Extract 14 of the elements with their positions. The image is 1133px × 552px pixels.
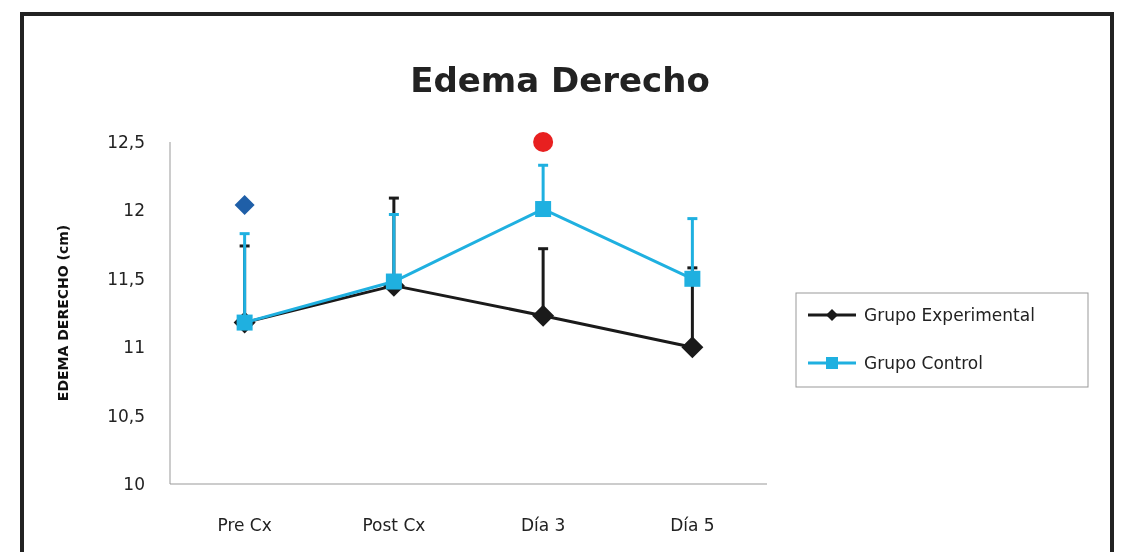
y-axis-title: EDEMA DERECHO (cm)	[55, 224, 71, 402]
x-tick-label: Pre Cx	[217, 515, 272, 535]
x-tick-label: Post Cx	[362, 515, 426, 535]
y-tick-label: 11	[123, 337, 145, 358]
y-tick-label: 10	[123, 473, 145, 494]
y-tick-label: 11,5	[107, 268, 145, 289]
legend-label: Grupo Experimental	[864, 304, 1035, 325]
x-tick-label: Día 3	[520, 515, 566, 535]
y-tick-label: 10,5	[107, 405, 145, 426]
chart-title: Edema Derecho	[410, 60, 710, 100]
legend-label: Grupo Control	[864, 352, 983, 373]
x-tick-label: Día 5	[670, 515, 715, 535]
y-tick-label: 12	[123, 200, 145, 221]
y-tick-label: 12,5	[107, 131, 145, 152]
